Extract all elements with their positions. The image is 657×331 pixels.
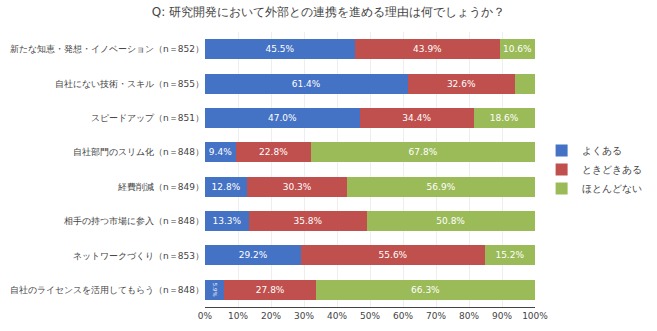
svg-text:60%: 60%: [393, 311, 413, 321]
svg-text:0%: 0%: [198, 311, 213, 321]
svg-text:自社のライセンスを活用してもらう（n＝848）: 自社のライセンスを活用してもらう（n＝848）: [10, 285, 204, 295]
svg-text:34.4%: 34.4%: [402, 113, 431, 123]
svg-text:66.3%: 66.3%: [411, 285, 440, 295]
svg-text:10%: 10%: [228, 311, 248, 321]
svg-text:ネットワークづくり（n＝853）: ネットワークづくり（n＝853）: [73, 251, 204, 261]
svg-text:自社にない技術・スキル（n＝855）: 自社にない技術・スキル（n＝855）: [55, 79, 204, 89]
svg-text:よくある: よくある: [582, 145, 622, 156]
svg-text:80%: 80%: [459, 311, 479, 321]
svg-text:15.2%: 15.2%: [495, 250, 524, 260]
svg-text:47.0%: 47.0%: [268, 113, 297, 123]
svg-text:5.9%: 5.9%: [212, 283, 218, 297]
svg-text:13.3%: 13.3%: [212, 216, 241, 226]
svg-text:55.6%: 55.6%: [379, 250, 408, 260]
svg-text:29.2%: 29.2%: [239, 250, 268, 260]
svg-text:Q: 研究開発において外部との連携を進める理由は何でしょうか: Q: 研究開発において外部との連携を進める理由は何でしょうか？: [152, 5, 505, 19]
svg-text:50%: 50%: [360, 311, 380, 321]
svg-text:自社部門のスリム化（n＝848）: 自社部門のスリム化（n＝848）: [73, 147, 204, 157]
svg-text:経費削減（n＝849）: 経費削減（n＝849）: [117, 182, 204, 192]
svg-text:70%: 70%: [426, 311, 446, 321]
svg-text:30.3%: 30.3%: [283, 182, 312, 192]
svg-text:50.8%: 50.8%: [436, 216, 465, 226]
svg-text:56.9%: 56.9%: [427, 182, 456, 192]
svg-text:9.4%: 9.4%: [209, 147, 232, 157]
svg-text:45.5%: 45.5%: [266, 44, 295, 54]
svg-text:ときどきある: ときどきある: [582, 164, 642, 175]
svg-text:ほとんどない: ほとんどない: [582, 183, 642, 194]
svg-text:61.4%: 61.4%: [292, 79, 321, 89]
svg-text:20%: 20%: [261, 311, 281, 321]
svg-text:40%: 40%: [327, 311, 347, 321]
svg-text:30%: 30%: [294, 311, 314, 321]
svg-text:67.8%: 67.8%: [409, 147, 438, 157]
svg-text:32.6%: 32.6%: [447, 79, 476, 89]
svg-text:12.8%: 12.8%: [212, 182, 241, 192]
svg-text:10.6%: 10.6%: [503, 44, 532, 54]
svg-text:100%: 100%: [522, 311, 548, 321]
svg-text:新たな知恵・発想・イノベーション（n＝852）: 新たな知恵・発想・イノベーション（n＝852）: [10, 44, 204, 54]
svg-text:相手の持つ市場に参入（n＝848）: 相手の持つ市場に参入（n＝848）: [64, 216, 204, 226]
svg-text:43.9%: 43.9%: [413, 44, 442, 54]
svg-text:27.8%: 27.8%: [256, 285, 285, 295]
svg-text:スピードアップ（n＝851）: スピードアップ（n＝851）: [91, 113, 204, 123]
svg-text:35.8%: 35.8%: [293, 216, 322, 226]
svg-text:90%: 90%: [492, 311, 512, 321]
svg-text:22.8%: 22.8%: [259, 147, 288, 157]
svg-text:18.6%: 18.6%: [490, 113, 519, 123]
